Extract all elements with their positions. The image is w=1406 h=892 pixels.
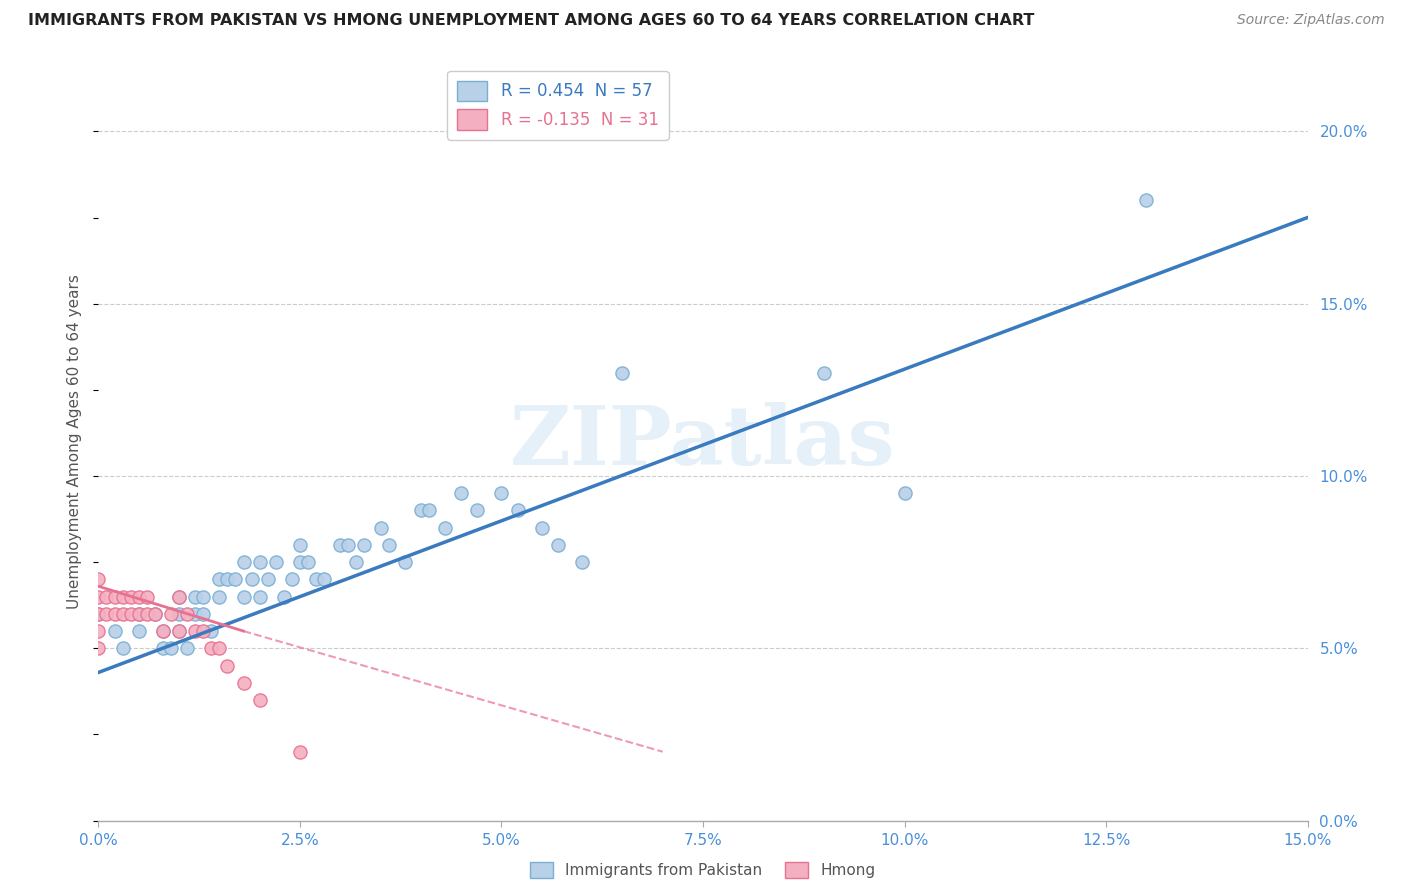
Point — [200, 641, 222, 656]
Point — [152, 624, 174, 639]
Point — [264, 555, 287, 569]
Point — [176, 641, 198, 656]
Point — [111, 590, 134, 604]
Point — [418, 503, 440, 517]
Point — [249, 693, 271, 707]
Point — [87, 607, 110, 621]
Point — [491, 486, 513, 500]
Point — [434, 521, 457, 535]
Point — [143, 607, 166, 621]
Point — [240, 573, 263, 587]
Point — [506, 503, 529, 517]
Point — [353, 538, 375, 552]
Point — [256, 573, 278, 587]
Point — [87, 607, 110, 621]
Point — [314, 573, 336, 587]
Point — [87, 573, 110, 587]
Point — [135, 607, 157, 621]
Point — [217, 658, 239, 673]
Point — [152, 624, 174, 639]
Point — [87, 624, 110, 639]
Point — [120, 607, 142, 621]
Point — [176, 607, 198, 621]
Text: IMMIGRANTS FROM PAKISTAN VS HMONG UNEMPLOYMENT AMONG AGES 60 TO 64 YEARS CORRELA: IMMIGRANTS FROM PAKISTAN VS HMONG UNEMPL… — [28, 13, 1035, 29]
Point — [87, 590, 110, 604]
Legend: Immigrants from Pakistan, Hmong: Immigrants from Pakistan, Hmong — [524, 856, 882, 884]
Point — [813, 366, 835, 380]
Point — [344, 555, 367, 569]
Point — [167, 624, 190, 639]
Point — [208, 590, 231, 604]
Point — [893, 486, 915, 500]
Point — [184, 590, 207, 604]
Point — [273, 590, 295, 604]
Point — [128, 590, 150, 604]
Point — [281, 573, 304, 587]
Point — [288, 555, 311, 569]
Point — [103, 590, 125, 604]
Point — [530, 521, 553, 535]
Point — [184, 624, 207, 639]
Point — [184, 607, 207, 621]
Point — [288, 538, 311, 552]
Point — [208, 641, 231, 656]
Point — [193, 607, 215, 621]
Point — [103, 624, 125, 639]
Point — [232, 555, 254, 569]
Point — [143, 607, 166, 621]
Point — [167, 590, 190, 604]
Text: ZIPatlas: ZIPatlas — [510, 401, 896, 482]
Point — [128, 607, 150, 621]
Point — [224, 573, 246, 587]
Point — [193, 590, 215, 604]
Point — [160, 641, 183, 656]
Point — [128, 607, 150, 621]
Point — [152, 641, 174, 656]
Point — [120, 590, 142, 604]
Point — [288, 745, 311, 759]
Point — [217, 573, 239, 587]
Point — [96, 607, 118, 621]
Point — [200, 624, 222, 639]
Point — [167, 590, 190, 604]
Point — [547, 538, 569, 552]
Point — [305, 573, 328, 587]
Point — [96, 590, 118, 604]
Point — [111, 641, 134, 656]
Point — [297, 555, 319, 569]
Point — [232, 590, 254, 604]
Point — [249, 590, 271, 604]
Point — [329, 538, 352, 552]
Legend: R = 0.454  N = 57, R = -0.135  N = 31: R = 0.454 N = 57, R = -0.135 N = 31 — [447, 70, 669, 140]
Point — [409, 503, 432, 517]
Point — [87, 641, 110, 656]
Point — [337, 538, 360, 552]
Point — [370, 521, 392, 535]
Point — [128, 624, 150, 639]
Y-axis label: Unemployment Among Ages 60 to 64 years: Unemployment Among Ages 60 to 64 years — [67, 274, 83, 609]
Point — [232, 675, 254, 690]
Point — [111, 607, 134, 621]
Point — [249, 555, 271, 569]
Point — [450, 486, 472, 500]
Point — [167, 624, 190, 639]
Text: Source: ZipAtlas.com: Source: ZipAtlas.com — [1237, 13, 1385, 28]
Point — [160, 607, 183, 621]
Point — [465, 503, 488, 517]
Point — [103, 607, 125, 621]
Point — [135, 590, 157, 604]
Point — [1135, 194, 1157, 208]
Point — [167, 607, 190, 621]
Point — [612, 366, 634, 380]
Point — [208, 573, 231, 587]
Point — [394, 555, 416, 569]
Point — [571, 555, 593, 569]
Point — [193, 624, 215, 639]
Point — [377, 538, 399, 552]
